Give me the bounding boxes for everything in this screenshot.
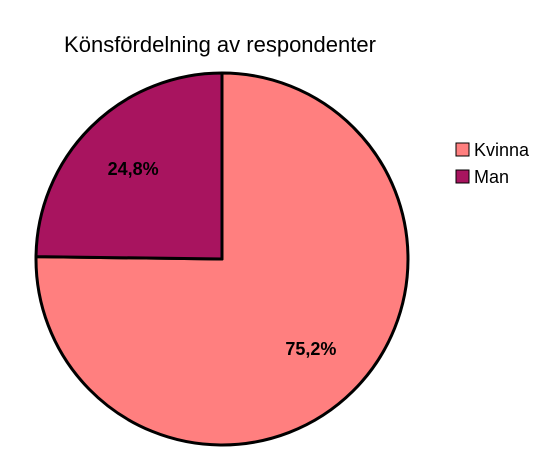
pie-slice-kvinna [34, 71, 410, 447]
legend-swatch-kvinna [455, 142, 470, 157]
pie-slice-man [34, 71, 224, 261]
data-label-man: 24,8% [108, 159, 159, 179]
legend: Kvinna Man [455, 140, 530, 187]
chart-title: Könsfördelning av respondenter [64, 32, 376, 57]
data-label-kvinna: 75,2% [285, 339, 336, 359]
pie-data-labels: 75,2% 24,8% [108, 159, 337, 359]
legend-label-kvinna: Kvinna [474, 140, 530, 160]
legend-swatch-man [455, 169, 470, 184]
pie-slices [34, 71, 410, 447]
legend-label-man: Man [474, 167, 509, 187]
